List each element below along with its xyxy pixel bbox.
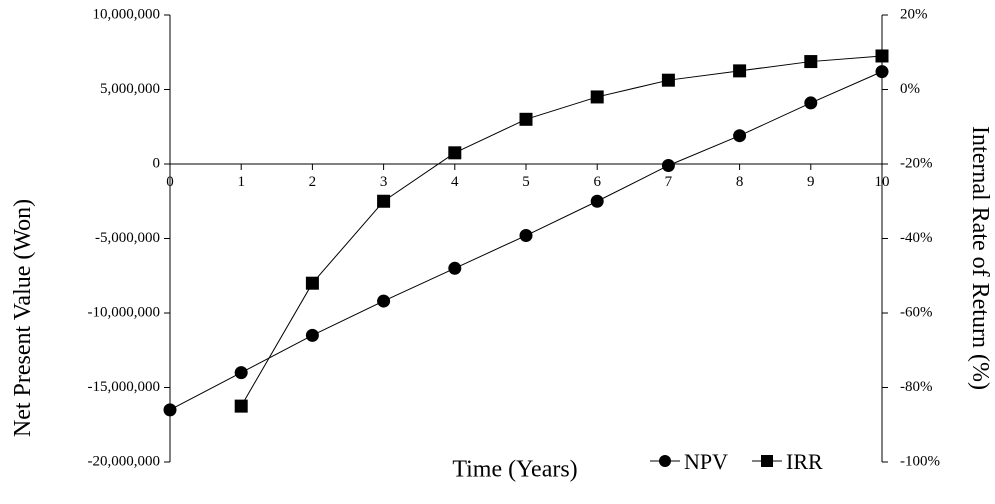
legend: NPV IRR <box>650 449 823 474</box>
right-y-tick-label: -40% <box>900 230 933 246</box>
irr-line <box>240 55 883 407</box>
irr-point <box>661 73 675 87</box>
legend-npv-marker <box>659 455 671 467</box>
left-y-tick-label: -5,000,000 <box>95 230 160 246</box>
y-axis-title-right: Internal Rate of Return (%) <box>967 126 993 390</box>
irr-point <box>234 399 248 413</box>
npv-point <box>234 366 248 380</box>
right-y-tick-label: 20% <box>900 6 928 22</box>
npv-point <box>733 129 747 143</box>
right-y-tick-label: -20% <box>900 155 933 171</box>
x-tick-label: 2 <box>309 174 317 190</box>
x-tick-label: 5 <box>522 174 530 190</box>
left-y-tick-label: -15,000,000 <box>88 379 161 395</box>
right-y-tick-label: -60% <box>900 304 933 320</box>
left-y-tick-label: -10,000,000 <box>88 304 161 320</box>
irr-point <box>448 146 462 160</box>
npv-point <box>305 328 319 342</box>
irr-point <box>519 112 533 126</box>
legend-npv-label: NPV <box>684 449 728 474</box>
irr-point <box>305 276 319 290</box>
x-tick-group: 0 1 2 3 4 5 6 7 8 9 10 <box>166 164 890 190</box>
irr-point <box>733 64 747 78</box>
npv-point <box>875 65 889 79</box>
npv-point <box>519 229 533 243</box>
right-y-tick-group: 20% 0% -20% -40% -60% -80% -100% <box>882 6 940 469</box>
npv-point <box>590 194 604 208</box>
y-axis-title-left: Net Present Value (Won) <box>10 199 36 437</box>
series-layer <box>163 49 889 417</box>
left-y-tick-group: 10,000,000 5,000,000 0 -5,000,000 -10,000,00… <box>88 6 170 469</box>
npv-point <box>661 158 675 172</box>
irr-point <box>590 90 604 104</box>
left-y-tick-label: 10,000,000 <box>93 6 161 22</box>
legend-irr-label: IRR <box>786 449 823 474</box>
npv-point <box>163 403 177 417</box>
irr-point <box>377 194 391 208</box>
legend-irr-marker <box>761 455 773 467</box>
irr-point <box>875 49 889 63</box>
right-y-tick-label: 0% <box>900 81 920 97</box>
x-tick-label: 0 <box>166 174 174 190</box>
x-tick-label: 10 <box>875 174 890 190</box>
npv-point <box>804 96 818 110</box>
x-tick-label: 9 <box>807 174 815 190</box>
x-tick-label: 6 <box>593 174 601 190</box>
x-tick-label: 4 <box>451 174 459 190</box>
plot-area: 10,000,000 5,000,000 0 -5,000,000 -10,000,00… <box>88 6 941 469</box>
x-tick-label: 7 <box>665 174 673 190</box>
left-y-tick-label: 0 <box>153 155 161 171</box>
irr-point <box>804 55 818 69</box>
right-y-tick-label: -100% <box>900 453 940 469</box>
x-tick-label: 3 <box>380 174 388 190</box>
left-y-tick-label: 5,000,000 <box>100 81 160 97</box>
npv-point <box>377 294 391 308</box>
x-axis-title: Time (Years) <box>452 457 577 483</box>
x-tick-label: 8 <box>736 174 744 190</box>
x-tick-label: 1 <box>237 174 245 190</box>
right-y-tick-label: -80% <box>900 379 933 395</box>
npv-point <box>448 261 462 275</box>
left-y-tick-label: -20,000,000 <box>88 453 161 469</box>
